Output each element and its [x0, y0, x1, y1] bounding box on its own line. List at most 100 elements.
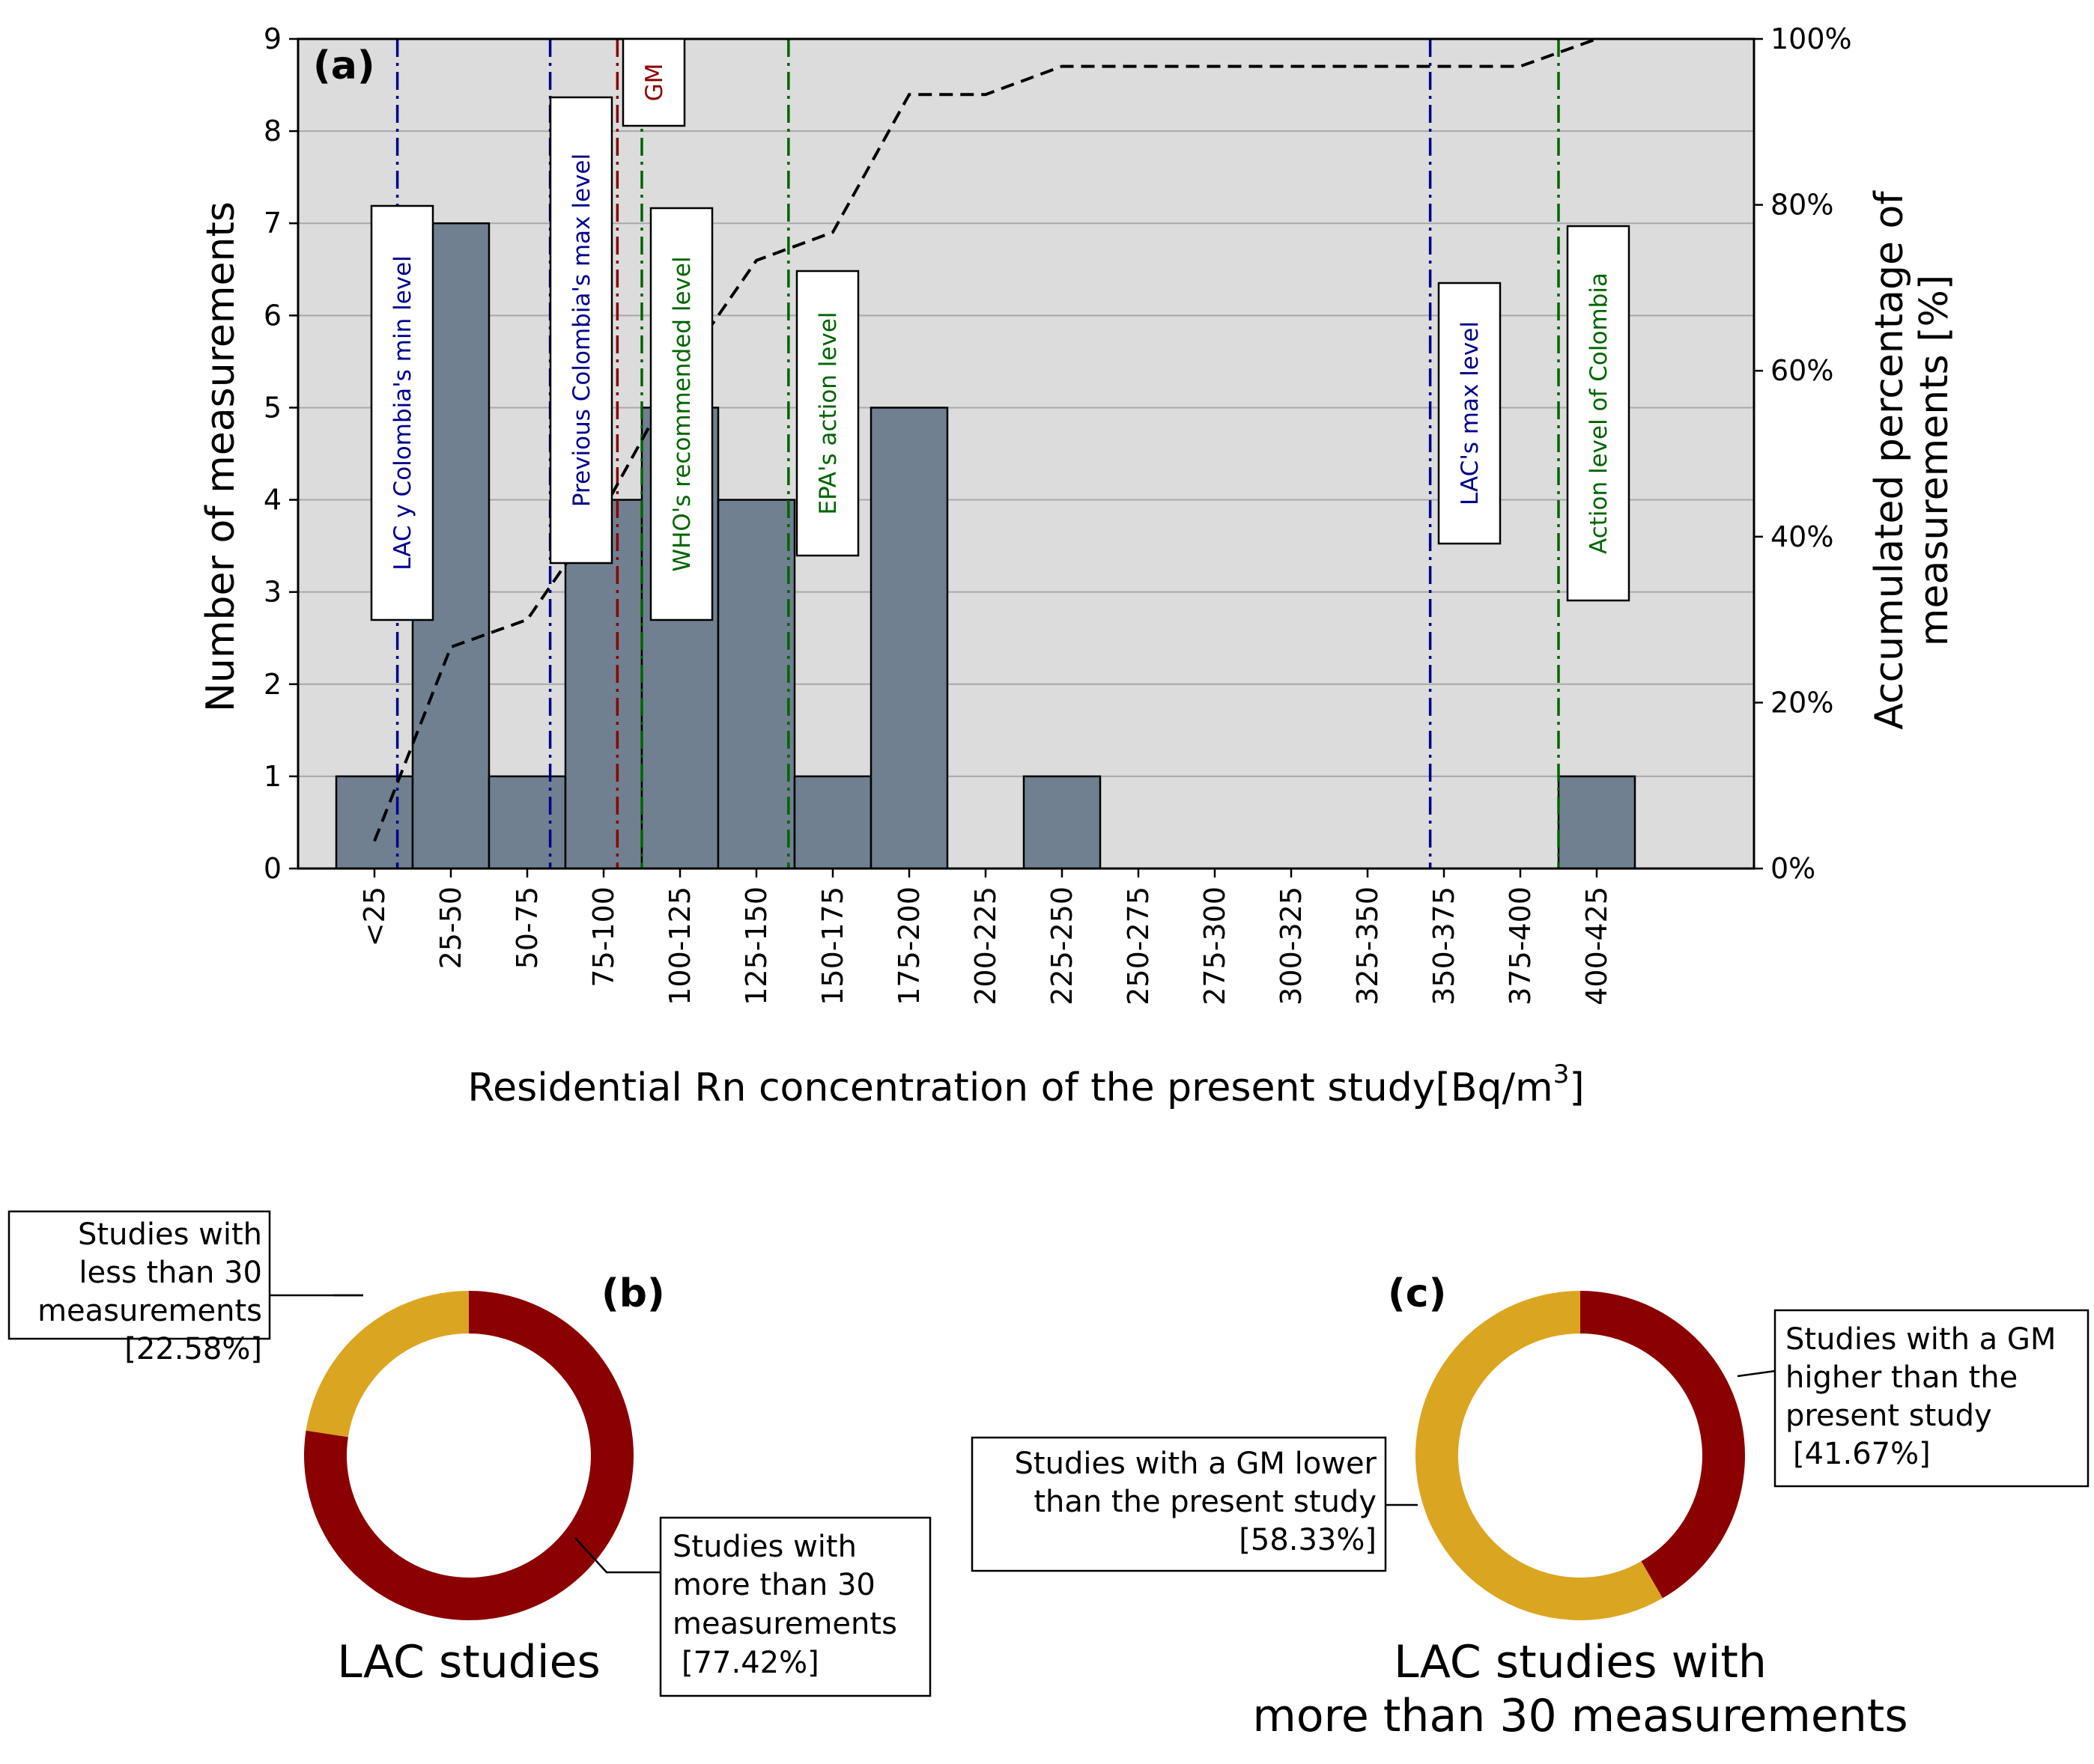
donut-c-slice-1	[1415, 1291, 1663, 1620]
label-box-b-less	[7, 1210, 271, 1340]
donut-c-title-2: more than 30 measurements	[1252, 1690, 1908, 1742]
donut-c-slice-0	[1580, 1291, 1746, 1599]
x-tick-label: 225-250	[1046, 886, 1078, 1006]
ref-label-5: LAC's max level	[1457, 321, 1484, 505]
histogram-panel: LAC y Colombia's min level Previous Colom…	[198, 22, 1957, 1110]
ref-label-4: EPA's action level	[815, 311, 842, 514]
label-b-less-3: measurements	[37, 1294, 262, 1328]
x-axis-title-text: Residential Rn concentration of the pres…	[467, 1065, 1553, 1110]
y2-axis-title-line1: Accumulated percentage of	[1867, 190, 1912, 730]
y-tick-label: 0	[264, 852, 282, 885]
y2-tick-label: 0%	[1770, 852, 1815, 885]
bar-225-250	[1022, 775, 1102, 870]
bar-50-75	[488, 775, 567, 870]
leader-line-b-more	[574, 1537, 661, 1574]
donut-panel-c: (c) LAC studies with more than 30 measur…	[971, 1271, 2090, 1742]
bar-150-175	[793, 775, 872, 870]
ref-label-box-6	[1566, 225, 1630, 602]
y-tick-label: 1	[264, 760, 282, 793]
ref-label-6: Action level of Colombia	[1585, 273, 1612, 554]
label-c-higher-2: higher than the	[1785, 1360, 2018, 1395]
y2-tick-label: 80%	[1770, 189, 1833, 222]
y-tick-label: 4	[264, 484, 282, 517]
label-box-c-lower	[971, 1436, 1387, 1572]
ref-label-0: LAC y Colombia's min level	[389, 255, 416, 571]
label-b-less-4: [22.58%]	[124, 1332, 262, 1366]
y-tick-label: 6	[264, 299, 282, 332]
panel-label-b: (b)	[601, 1271, 665, 1316]
x-tick-label: 100-125	[664, 886, 697, 1006]
ref-label-3: WHO's recommended level	[669, 256, 696, 571]
y2-tick-label: 20%	[1770, 686, 1833, 719]
bar-<25	[335, 775, 414, 870]
x-axis-ticks: <25 25-50 50-75 75-100 100-125 125-150 150-175…	[358, 869, 1613, 1006]
y-tick-label: 8	[264, 115, 282, 147]
label-c-lower-1: Studies with a GM lower	[1015, 1447, 1377, 1481]
label-b-less-1: Studies with	[78, 1217, 262, 1252]
x-tick-label: 325-350	[1351, 886, 1384, 1006]
label-c-higher-1: Studies with a GM	[1785, 1322, 2056, 1357]
x-tick-label: 350-375	[1427, 886, 1460, 1006]
x-tick-label: 275-300	[1198, 886, 1231, 1006]
ref-label-box-2	[622, 37, 686, 127]
x-tick-label: 200-225	[969, 886, 1002, 1006]
ref-label-box-3	[649, 207, 714, 621]
panel-label-c: (c)	[1388, 1271, 1446, 1316]
x-tick-label: 400-425	[1580, 886, 1613, 1006]
x-axis-title-sup: 3	[1553, 1059, 1570, 1089]
x-tick-label: 75-100	[587, 886, 620, 988]
leader-line-c-higher	[1737, 1369, 1782, 1378]
x-tick-label: 25-50	[434, 886, 467, 969]
label-b-more-3: measurements	[673, 1607, 897, 1641]
bar-125-150	[717, 499, 796, 870]
x-tick-label: 50-75	[511, 886, 544, 969]
ref-label-box-1	[549, 96, 613, 565]
plot-frame	[297, 37, 1755, 870]
label-b-less-2: less than 30	[79, 1256, 262, 1290]
plot-background	[298, 39, 1754, 869]
reference-labels: LAC y Colombia's min level Previous Colom…	[370, 37, 1630, 621]
y-axis-title: Number of measurements	[198, 201, 243, 712]
x-tick-label: 150-175	[816, 886, 849, 1006]
ref-label-2: GM	[641, 64, 668, 102]
y2-tick-label: 40%	[1770, 520, 1833, 553]
y-tick-label: 2	[264, 668, 282, 701]
y-tick-label: 9	[264, 22, 282, 55]
label-box-b-more	[659, 1516, 932, 1697]
label-c-lower-2: than the present study	[1034, 1485, 1377, 1519]
label-c-higher-4: [41.67%]	[1793, 1437, 1931, 1471]
bar-175-200	[870, 407, 949, 870]
gridlines	[298, 130, 1754, 777]
x-axis-title-close: ]	[1569, 1065, 1584, 1110]
bar-400-425	[1557, 775, 1636, 870]
y2-tick-label: 60%	[1770, 354, 1833, 387]
donut-c-title-1: LAC studies with	[1394, 1636, 1767, 1688]
label-box-c-higher	[1773, 1309, 2090, 1488]
y-tick-label: 7	[264, 207, 282, 240]
y2-tick-label: 100%	[1770, 22, 1852, 55]
y-tick-label: 3	[264, 576, 282, 609]
donut-b-title: LAC studies	[337, 1636, 601, 1688]
donut-chart-b	[304, 1291, 634, 1621]
x-tick-label: 125-150	[740, 886, 773, 1006]
x-tick-label: <25	[358, 886, 391, 946]
x-tick-label: 250-275	[1122, 886, 1155, 1006]
label-b-more-1: Studies with	[673, 1530, 857, 1564]
x-tick-label: 175-200	[893, 886, 926, 1006]
y-tick-label: 5	[264, 391, 282, 424]
donut-panel-b: (b) LAC studies Studies with less than 3…	[7, 1210, 932, 1697]
ref-label-box-5	[1437, 282, 1502, 545]
y-axis-ticks: 0 1 2 3 4 5 6 7 8 9	[264, 22, 298, 885]
x-axis-title: Residential Rn concentration of the pres…	[467, 1059, 1584, 1110]
ref-label-box-4	[795, 270, 860, 557]
panel-label-a: (a)	[313, 43, 375, 88]
label-b-more-4: [77.42%]	[682, 1646, 819, 1680]
label-b-more-2: more than 30	[673, 1568, 875, 1602]
donut-b-slice-1	[306, 1291, 469, 1438]
ref-label-box-0	[370, 204, 434, 621]
label-c-higher-3: present study	[1785, 1399, 1992, 1433]
label-c-lower-3: [58.33%]	[1239, 1523, 1377, 1557]
ref-label-1: Previous Colombia's max level	[568, 153, 595, 507]
x-tick-label: 375-400	[1504, 886, 1537, 1006]
